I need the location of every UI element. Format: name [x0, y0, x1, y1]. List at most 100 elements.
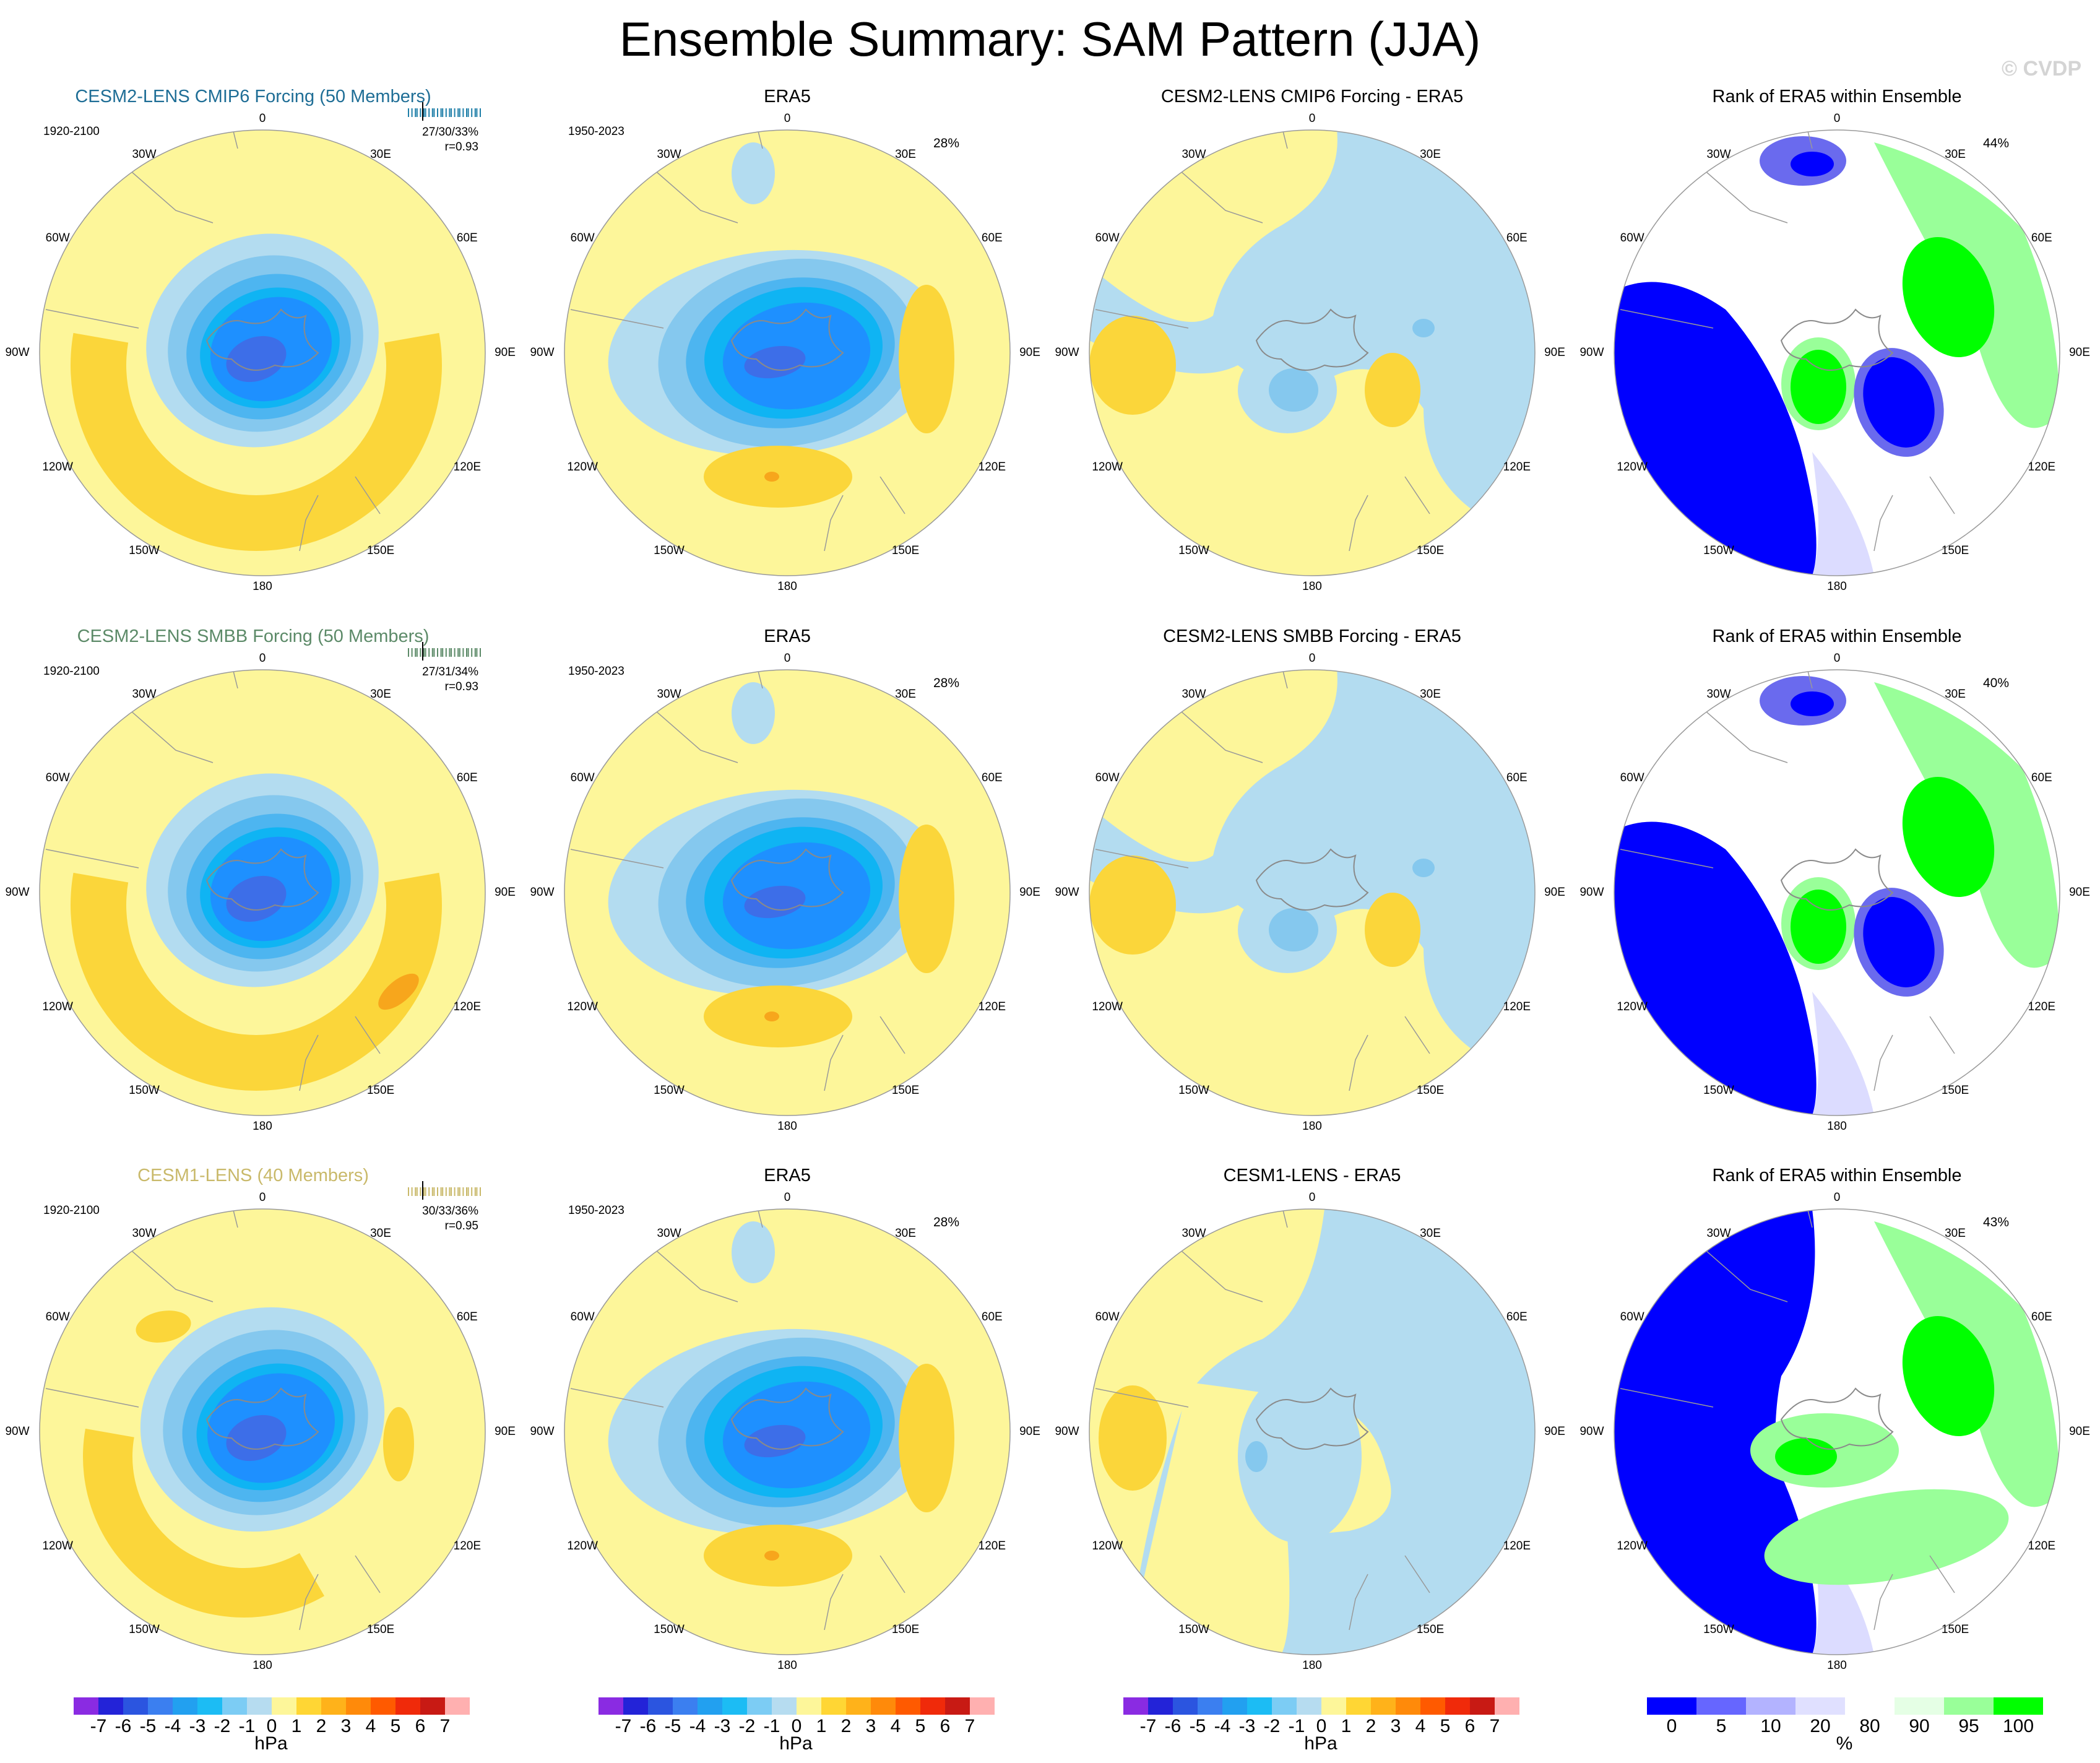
explained-variance: 28% — [933, 1215, 960, 1229]
colorbar-swatch — [1148, 1697, 1173, 1715]
longitude-label: 30E — [1945, 147, 1966, 161]
longitude-label: 60W — [45, 771, 70, 784]
colorbar-label: -3 — [189, 1716, 206, 1736]
colorbar-unit: hPa — [1304, 1733, 1337, 1754]
panel-title: Rank of ERA5 within Ensemble — [1712, 626, 1962, 646]
longitude-label: 180 — [1302, 1659, 1322, 1672]
longitude-label: 120W — [1092, 1540, 1123, 1553]
longitude-label: 120E — [453, 461, 481, 474]
ensemble-map — [39, 129, 486, 576]
negative-core — [226, 336, 287, 383]
longitude-label: 30E — [370, 1226, 391, 1240]
colorbar-label: 5 — [915, 1716, 926, 1736]
colorbar-swatch — [1495, 1697, 1519, 1715]
longitude-label: 90W — [1055, 886, 1079, 899]
longitude-label: 90W — [1055, 346, 1079, 359]
colorbar-swatch — [1173, 1697, 1198, 1715]
colorbar-swatch — [1445, 1697, 1470, 1715]
stats-correlation: r=0.95 — [444, 1219, 478, 1232]
antarctica-coastline — [1255, 308, 1369, 371]
longitude-label: 60E — [1506, 771, 1527, 784]
positive-core — [764, 1551, 779, 1561]
colorbar-label: 0 — [1666, 1716, 1677, 1736]
colorbar-label: -5 — [1189, 1716, 1206, 1736]
longitude-label: 0 — [259, 112, 266, 125]
colorbar-label: -6 — [1164, 1716, 1182, 1736]
stats-correlation: r=0.93 — [444, 141, 478, 154]
negative-blob — [1238, 1370, 1362, 1543]
antarctica-coastline — [730, 1387, 844, 1450]
longitude-label: 90W — [5, 1425, 30, 1438]
longitude-label: 180 — [777, 1659, 797, 1672]
longitude-label: 120E — [978, 1000, 1006, 1013]
longitude-label: 90W — [1579, 346, 1604, 359]
colorbar-label: -3 — [1238, 1716, 1256, 1736]
continent-coastlines — [1620, 1209, 1955, 1631]
diff-panel-row1: CESM2-LENS CMIP6 Forcing - ERA5 0 30E 60E 90… — [1050, 68, 1575, 600]
longitude-label: 180 — [253, 1120, 272, 1133]
positive-blob — [1089, 316, 1176, 415]
longitude-label: 90W — [1579, 1425, 1604, 1438]
positive-blob — [899, 1364, 954, 1512]
negative-core — [744, 1424, 806, 1458]
antarctica-coastline — [1255, 1387, 1369, 1450]
panel-title: CESM2-LENS CMIP6 Forcing (50 Members) — [75, 87, 431, 106]
colorbar-label: 1 — [291, 1716, 302, 1736]
positive-blob — [1365, 893, 1420, 967]
rank-high-core — [1775, 1438, 1837, 1475]
colorbar-label: 5 — [1440, 1716, 1451, 1736]
rank-panel-row3: Rank of ERA5 within Ensemble 0 30E 60E 90E 12… — [1575, 1147, 2099, 1679]
longitude-label: 150W — [129, 1084, 160, 1098]
longitude-label: 90E — [2069, 346, 2090, 359]
colorbar-label: -2 — [1263, 1716, 1281, 1736]
antarctica-coastline — [730, 848, 844, 911]
colorbar-label: -7 — [90, 1716, 107, 1736]
ensemble-stats: 30/33/36% r=0.95 — [422, 1204, 478, 1234]
longitude-label: 180 — [1302, 1120, 1322, 1133]
longitude-label: 30W — [657, 1226, 681, 1240]
longitude-label: 120W — [1617, 461, 1648, 474]
longitude-label: 0 — [259, 1191, 266, 1204]
rank-high-region — [1902, 777, 1995, 897]
colorbar-label: 5 — [390, 1716, 401, 1736]
colorbar-label: -6 — [115, 1716, 132, 1736]
longitude-label: 60E — [981, 1310, 1003, 1323]
colorbar-label: 3 — [340, 1716, 352, 1736]
colorbar-label: -1 — [1288, 1716, 1305, 1736]
longitude-label: 180 — [1827, 1659, 1847, 1672]
negative-core — [1269, 908, 1318, 951]
longitude-label: 60E — [1506, 232, 1527, 245]
colorbar-swatch — [197, 1697, 222, 1715]
longitude-label: 120E — [453, 1000, 481, 1013]
colorbar-label: 7 — [964, 1716, 975, 1736]
rank-high-region — [1902, 1316, 1995, 1436]
longitude-label: 120W — [1092, 1000, 1123, 1013]
longitude-label: 30W — [1706, 687, 1731, 701]
rank-map — [1614, 129, 2060, 576]
colorbar-label: 7 — [439, 1716, 451, 1736]
stats-range: 30/33/36% — [422, 1205, 478, 1218]
rank-low-core — [1791, 152, 1834, 176]
longitude-label: 150E — [1941, 1623, 1969, 1637]
longitude-label: 120W — [567, 1540, 598, 1553]
colorbar-swatch — [1420, 1697, 1445, 1715]
longitude-label: 60E — [2031, 1310, 2052, 1323]
explained-variance: 40% — [1983, 676, 2010, 690]
longitude-label: 60W — [1095, 771, 1120, 784]
colorbar-swatch — [1198, 1697, 1222, 1715]
colorbar-label: 20 — [1810, 1716, 1831, 1736]
longitude-label: 120W — [42, 461, 73, 474]
rank-high-core — [1791, 350, 1846, 424]
colorbar-swatch — [321, 1697, 346, 1715]
colorbar-label: 95 — [1958, 1716, 1979, 1736]
colorbar — [1647, 1697, 2043, 1715]
rank-low-core — [1863, 897, 1935, 987]
panel-title: ERA5 — [764, 87, 811, 106]
time-period: 1950-2023 — [568, 665, 624, 678]
colorbar-swatch — [1222, 1697, 1247, 1715]
longitude-label: 0 — [1833, 1191, 1841, 1204]
longitude-label: 120E — [2028, 461, 2055, 474]
colorbar-swatch — [123, 1697, 148, 1715]
longitude-label: 30E — [370, 687, 391, 701]
negative-core — [1269, 368, 1318, 412]
